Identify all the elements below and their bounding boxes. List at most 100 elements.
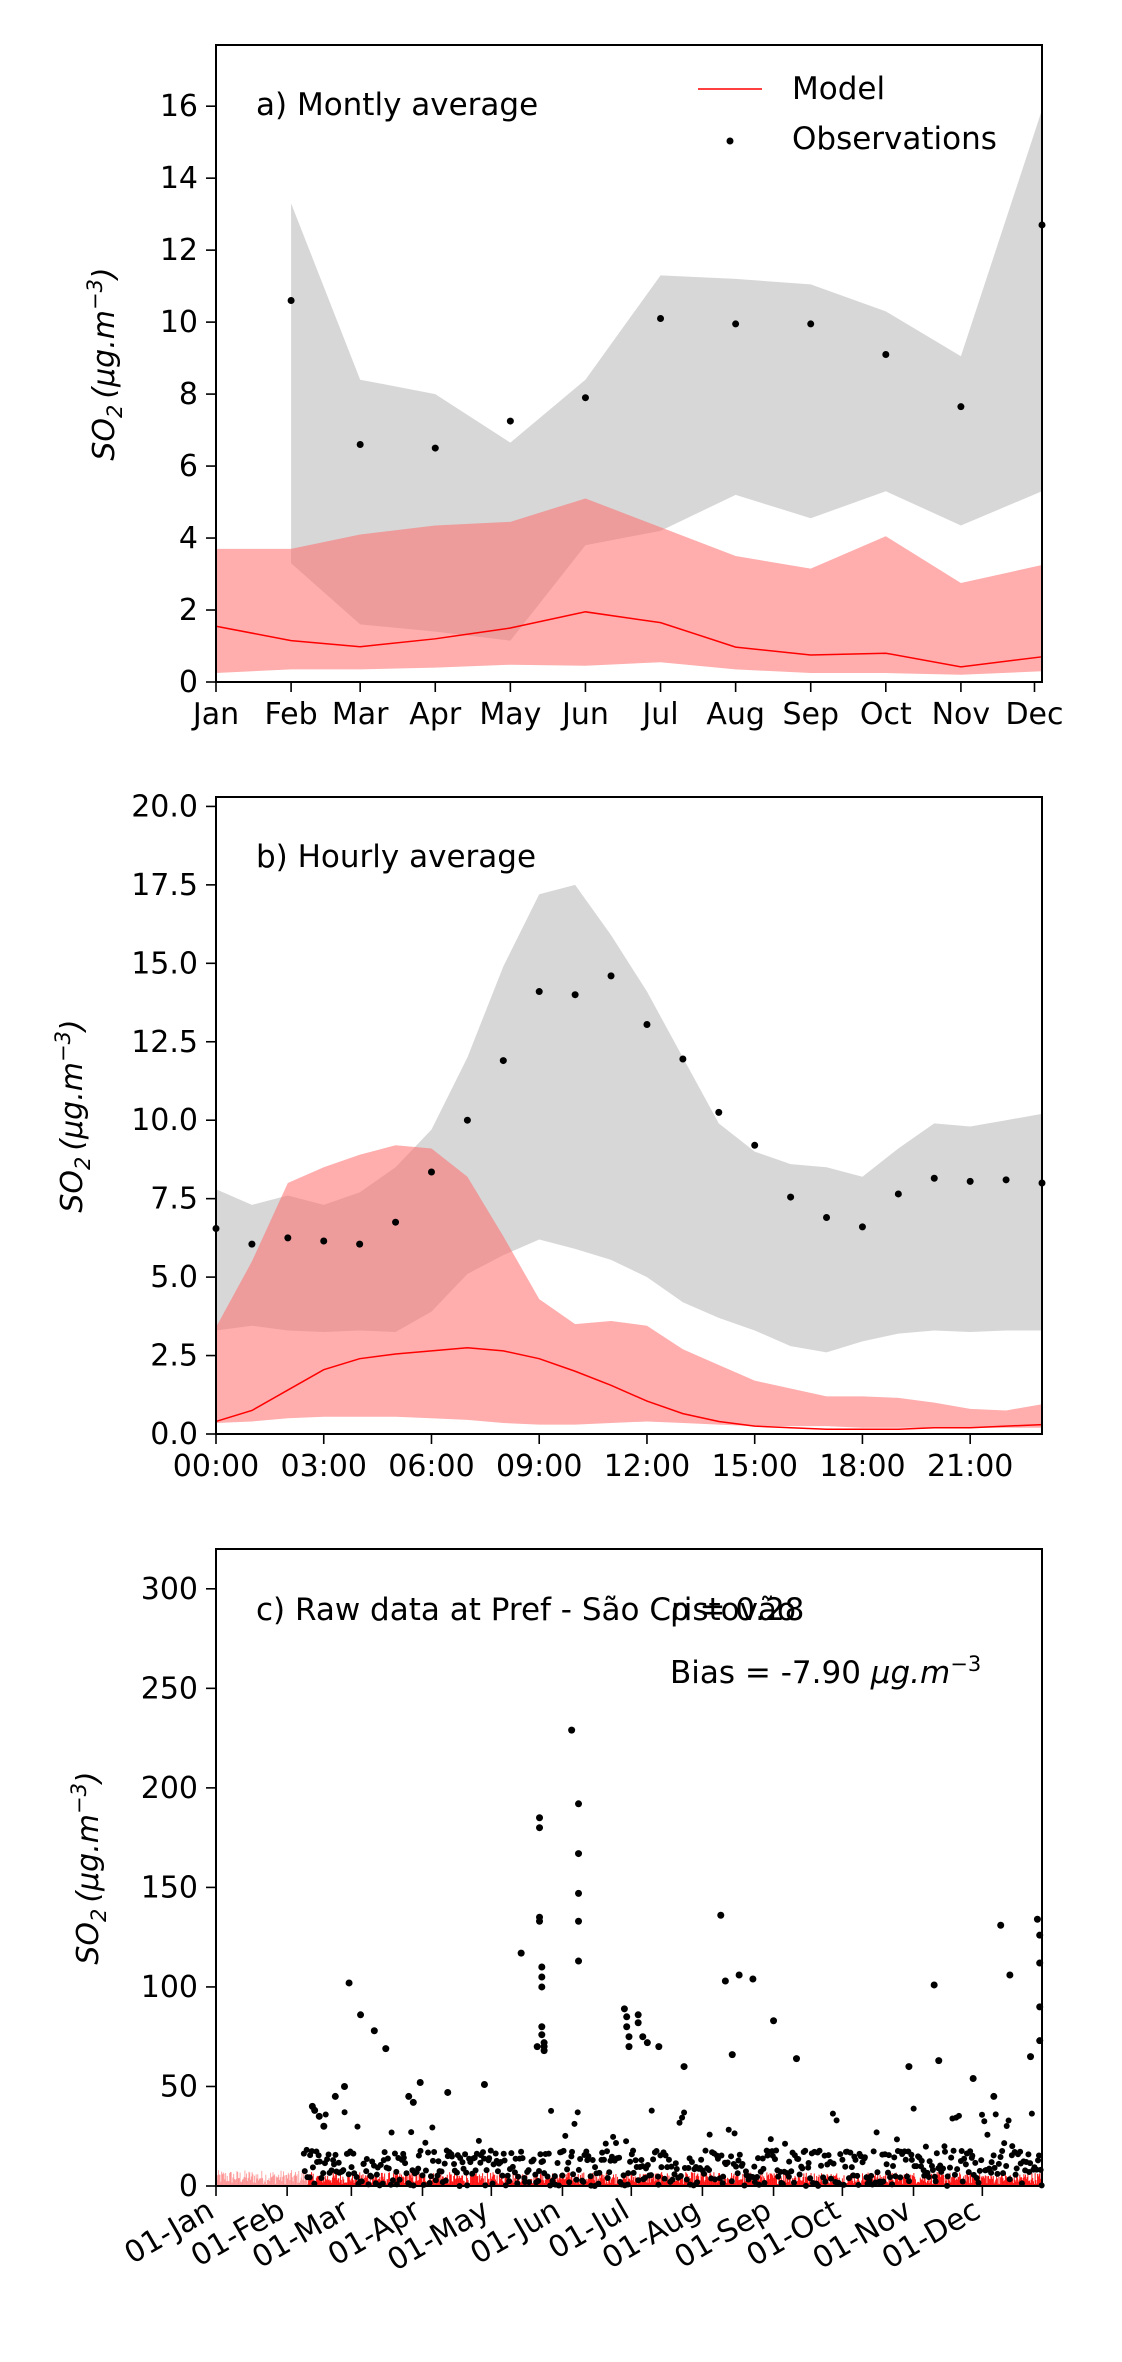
observation-point [672,2160,679,2167]
observation-point [422,2139,429,2146]
observation-point [479,2149,486,2156]
observation-point [515,2173,522,2180]
y-tick-label: 150 [141,1870,198,1905]
panel-b-frame [215,796,1043,1435]
observation-point [489,2180,496,2187]
observation-point [341,2109,348,2116]
observation-point [805,2159,812,2166]
observation-point [638,2157,645,2164]
observation-point [839,2156,846,2163]
observation-point [358,2178,365,2185]
observation-point [837,2151,844,2158]
panel-c-y-axis: 0 50 100 150 200 250 300 [141,1572,216,2204]
observation-point [459,2159,466,2166]
observation-point [648,2107,655,2114]
observation-point [855,2181,862,2188]
observation-point [702,2147,709,2154]
observation-point [944,2173,951,2180]
observation-point [499,2172,506,2179]
y-label-unit: (μg.m [71,1814,106,1903]
observation-point [316,2158,323,2165]
panel-c-x-axis: 01-Jan01-Feb01-Mar01-Apr01-May01-Jun01-J… [119,2186,986,2278]
y-label-main: SO [87,418,122,461]
x-tick-label: Jun [560,697,609,732]
observation-point [997,1921,1005,1929]
observation-point [1005,2117,1012,2124]
observation-point [432,2177,439,2184]
observation-point [736,2151,743,2158]
observation-point [805,2164,812,2171]
observation-point [494,2168,501,2175]
x-tick-label: Jan [191,697,239,732]
observation-point [623,2023,631,2031]
observation-point [984,2131,991,2138]
observation-point [475,2137,482,2144]
observation-point [538,1973,546,1981]
observation-point [1000,2170,1007,2177]
y-tick-label: 16 [160,89,198,124]
observation-point [829,2110,836,2117]
panel-b-title: b) Hourly average [256,839,536,875]
observation-point [332,2151,339,2158]
observation-point [416,2078,424,2086]
observation-point [536,1814,544,1822]
x-tick-label: 18:00 [819,1449,905,1484]
observation-point [566,2179,573,2186]
observation-point [981,2118,988,2125]
bias-unit: μg.m [870,1655,950,1691]
x-tick-label: Jul [640,697,678,732]
observation-point [870,2148,877,2155]
observation-point [581,394,589,402]
observation-point [669,2176,676,2183]
x-tick-label: Apr [409,697,462,732]
observation-point [1006,1971,1014,1979]
observation-point [842,2163,849,2170]
observation-point [303,2146,310,2153]
observation-point [1002,1176,1010,1184]
y-tick-label: 8 [179,377,198,412]
observation-point [377,2161,384,2168]
y-tick-label: 300 [141,1572,198,1607]
observation-point [880,2178,887,2185]
observation-point [402,2160,409,2167]
observation-point [415,2152,422,2159]
observation-point [882,351,890,359]
observation-point [988,2159,995,2166]
observation-point [632,2157,639,2164]
observation-point [602,2140,609,2147]
observation-point [331,2092,339,2100]
observation-point [922,2143,929,2150]
observation-point [975,2179,982,2186]
observation-point [538,2031,546,2039]
observation-point [650,2156,657,2163]
observation-point [830,2160,837,2167]
y-tick-label: 2 [179,593,198,628]
observation-point [441,2160,448,2167]
y-tick-label: 14 [160,161,198,196]
observation-point [1013,2165,1020,2172]
observation-point [301,2168,308,2175]
observation-point [574,2109,581,2116]
observation-point [388,2129,395,2136]
observation-point [643,2039,651,2047]
observation-point [405,2092,413,2100]
observation-point [444,2088,452,2096]
observation-point [1035,2157,1042,2164]
observation-point [848,2164,855,2171]
panel-a-frame [215,44,1043,683]
y-tick-label: 6 [179,449,198,484]
observation-point [587,2173,594,2180]
observation-point [562,2132,569,2139]
observation-point [786,2158,793,2165]
x-tick-label: 00:00 [173,1449,259,1484]
observation-point [536,1917,544,1925]
observation-point [583,2148,590,2155]
y-tick-label: 250 [141,1671,198,1706]
y-tick-label: 7.5 [150,1182,198,1217]
y-tick-label: 10 [160,305,198,340]
observation-point [431,2149,438,2156]
observation-point [957,403,965,411]
panel-c-bias: Bias = -7.90 μg.m−3 [670,1652,981,1691]
observation-point [506,417,514,425]
